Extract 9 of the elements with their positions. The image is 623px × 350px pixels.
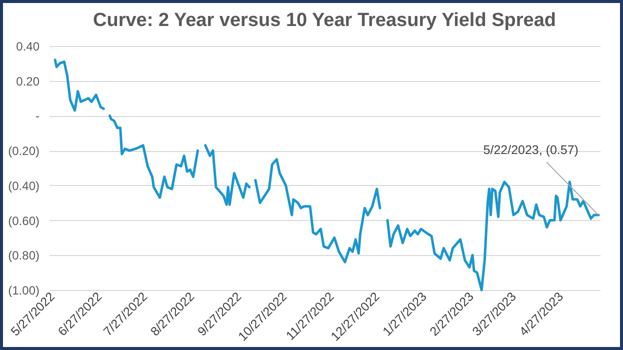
- annotation: 5/22/2023, (0.57): [483, 143, 578, 158]
- y-tick-label: -: [36, 109, 40, 124]
- y-tick-label: 0.40: [16, 40, 40, 54]
- y-tick-label: (0.60): [8, 214, 40, 228]
- y-tick-label: 0.20: [16, 74, 40, 88]
- chart-title: Curve: 2 Year versus 10 Year Treasury Yield Spread: [93, 10, 556, 31]
- y-tick-label: (0.40): [8, 178, 40, 193]
- y-tick-label: (0.80): [8, 248, 40, 263]
- y-tick-label: (0.20): [8, 144, 40, 158]
